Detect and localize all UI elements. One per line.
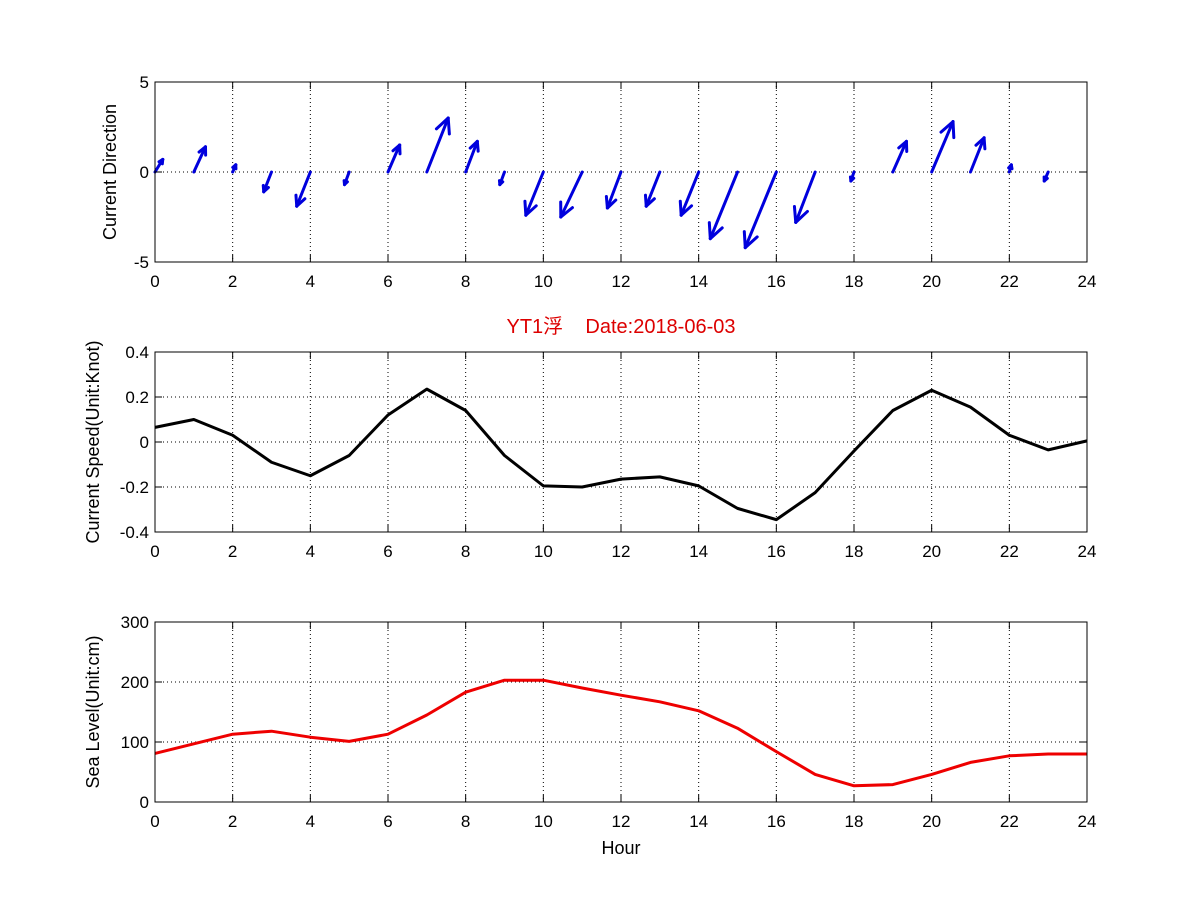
current-arrow bbox=[294, 170, 312, 208]
current-arrow bbox=[678, 170, 701, 217]
y-tick-label: 200 bbox=[121, 673, 149, 692]
y-tick-label: 0.4 bbox=[125, 343, 149, 362]
current-arrow bbox=[425, 116, 451, 174]
y-axis-label: Current Speed(Unit:Knot) bbox=[83, 340, 103, 543]
x-tick-label: 22 bbox=[1000, 542, 1019, 561]
x-tick-label: 0 bbox=[150, 542, 159, 561]
current-arrow bbox=[707, 170, 739, 241]
x-tick-label: 18 bbox=[845, 542, 864, 561]
y-tick-label: 5 bbox=[140, 73, 149, 92]
current-arrow bbox=[848, 170, 856, 183]
x-tick-label: 10 bbox=[534, 272, 553, 291]
y-tick-label: 100 bbox=[121, 733, 149, 752]
y-tick-label: -0.4 bbox=[120, 523, 149, 542]
x-tick-label: 4 bbox=[306, 812, 315, 831]
current-arrow bbox=[742, 170, 778, 250]
x-tick-label: 8 bbox=[461, 812, 470, 831]
current-arrow bbox=[969, 136, 987, 174]
x-tick-label: 4 bbox=[306, 542, 315, 561]
x-tick-label: 20 bbox=[922, 272, 941, 291]
current-arrow bbox=[891, 139, 909, 174]
x-axis-label: Hour bbox=[601, 838, 640, 858]
current-arrow bbox=[192, 145, 208, 174]
current-arrow bbox=[523, 170, 545, 217]
x-tick-label: 6 bbox=[383, 812, 392, 831]
x-tick-label: 20 bbox=[922, 812, 941, 831]
y-tick-label: -5 bbox=[134, 253, 149, 272]
x-tick-label: 6 bbox=[383, 272, 392, 291]
x-tick-label: 24 bbox=[1078, 542, 1097, 561]
y-tick-label: 0.2 bbox=[125, 388, 149, 407]
x-tick-label: 18 bbox=[845, 272, 864, 291]
series-line bbox=[154, 678, 1087, 788]
x-tick-label: 22 bbox=[1000, 812, 1019, 831]
x-tick-label: 2 bbox=[228, 272, 237, 291]
x-tick-label: 10 bbox=[534, 812, 553, 831]
x-tick-label: 2 bbox=[228, 542, 237, 561]
y-tick-label: 0 bbox=[140, 433, 149, 452]
current-arrow bbox=[386, 143, 402, 174]
x-tick-label: 10 bbox=[534, 542, 553, 561]
current-arrow bbox=[342, 170, 351, 187]
current-arrow bbox=[153, 157, 165, 174]
y-tick-label: 0 bbox=[140, 163, 149, 182]
x-tick-label: 12 bbox=[612, 272, 631, 291]
current-arrow bbox=[464, 139, 480, 174]
current-arrow bbox=[559, 170, 584, 219]
x-tick-label: 16 bbox=[767, 272, 786, 291]
current-arrow bbox=[604, 170, 623, 210]
current-arrow bbox=[930, 120, 956, 174]
y-tick-label: 0 bbox=[140, 793, 149, 812]
x-tick-label: 16 bbox=[767, 542, 786, 561]
current-arrow bbox=[643, 170, 662, 208]
y-axis-label: Current Direction bbox=[100, 104, 120, 240]
x-tick-label: 18 bbox=[845, 812, 864, 831]
x-tick-label: 12 bbox=[612, 812, 631, 831]
x-tick-label: 24 bbox=[1078, 812, 1097, 831]
current-arrow bbox=[1042, 170, 1050, 183]
current-arrow bbox=[261, 170, 273, 194]
y-tick-label: 300 bbox=[121, 613, 149, 632]
x-tick-label: 14 bbox=[689, 812, 708, 831]
x-tick-label: 8 bbox=[461, 272, 470, 291]
figure-title: YT1浮 Date:2018-06-03 bbox=[506, 315, 735, 338]
current-arrow bbox=[231, 163, 238, 174]
current-arrow bbox=[1007, 163, 1014, 174]
x-tick-label: 0 bbox=[150, 812, 159, 831]
series-line bbox=[154, 387, 1088, 522]
x-tick-label: 16 bbox=[767, 812, 786, 831]
x-tick-label: 24 bbox=[1078, 272, 1097, 291]
x-tick-label: 12 bbox=[612, 542, 631, 561]
current-arrow bbox=[497, 170, 506, 187]
x-tick-label: 14 bbox=[689, 272, 708, 291]
x-tick-label: 14 bbox=[689, 542, 708, 561]
x-tick-label: 20 bbox=[922, 542, 941, 561]
panel-current-speed: 0 2 4 6 8 10 12 14 16 18 20 22 24-0.4-0.200.20.4Curr… bbox=[83, 340, 1096, 561]
x-tick-label: 8 bbox=[461, 542, 470, 561]
y-axis-label: Sea Level(Unit:cm) bbox=[83, 635, 103, 788]
x-tick-label: 2 bbox=[228, 812, 237, 831]
x-tick-label: 22 bbox=[1000, 272, 1019, 291]
x-tick-label: 0 bbox=[150, 272, 159, 291]
x-tick-label: 6 bbox=[383, 542, 392, 561]
current-arrow bbox=[792, 170, 817, 224]
x-tick-label: 4 bbox=[306, 272, 315, 291]
y-tick-label: -0.2 bbox=[120, 478, 149, 497]
